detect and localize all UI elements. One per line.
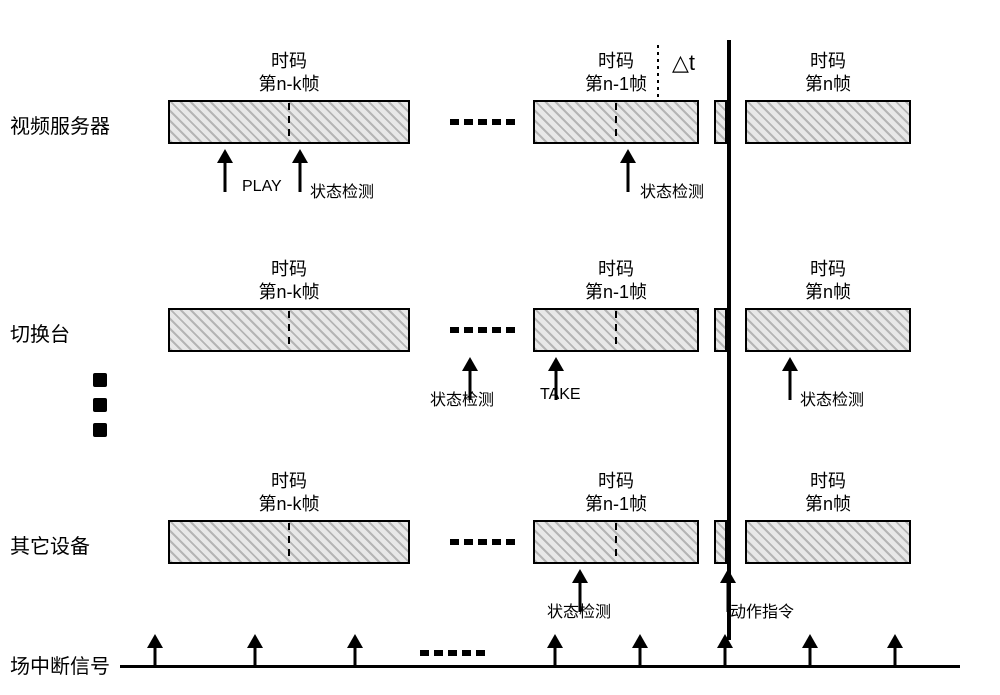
frame-label: 时码第n-k帧 bbox=[229, 258, 349, 305]
axis-tick-arrow bbox=[343, 634, 367, 666]
event-arrow bbox=[288, 149, 312, 193]
frame-label: 时码第n-1帧 bbox=[556, 470, 676, 517]
row-label: 视频服务器 bbox=[10, 110, 110, 139]
ellipsis-dot bbox=[93, 398, 107, 412]
frame-label: 时码第n-k帧 bbox=[229, 470, 349, 517]
frame-band bbox=[745, 308, 911, 352]
event-label: 动作指令 bbox=[730, 598, 794, 622]
row-label: 其它设备 bbox=[10, 530, 90, 559]
event-label: 状态检测 bbox=[800, 386, 864, 410]
axis-tick-arrow bbox=[143, 634, 167, 666]
frame-band-sliver bbox=[714, 100, 727, 144]
axis-tick-arrow bbox=[243, 634, 267, 666]
event-label: 状态检测 bbox=[430, 386, 494, 410]
axis-tick-arrow bbox=[798, 634, 822, 666]
frame-label: 时码第n帧 bbox=[768, 258, 888, 305]
frame-label: 时码第n-1帧 bbox=[556, 258, 676, 305]
event-label: TAKE bbox=[540, 386, 581, 404]
axis-label: 场中断信号 bbox=[10, 650, 110, 679]
frame-band-sliver bbox=[714, 308, 727, 352]
event-label: 状态检测 bbox=[640, 178, 704, 202]
event-label: PLAY bbox=[242, 178, 282, 196]
frame-band-sliver bbox=[714, 520, 727, 564]
frame-band bbox=[745, 520, 911, 564]
ellipsis-dot bbox=[93, 373, 107, 387]
event-label: 状态检测 bbox=[547, 598, 611, 622]
axis-tick-arrow bbox=[713, 634, 737, 666]
axis-tick-arrow bbox=[628, 634, 652, 666]
frame-band bbox=[745, 100, 911, 144]
event-arrow bbox=[616, 149, 640, 193]
frame-label: 时码第n帧 bbox=[768, 50, 888, 97]
event-arrow bbox=[213, 149, 237, 193]
axis-tick-arrow bbox=[883, 634, 907, 666]
diagram-canvas: 视频服务器切换台其它设备时码第n-k帧时码第n-1帧时码第n帧时码第n-k帧时码… bbox=[0, 0, 1000, 695]
event-arrow bbox=[778, 357, 802, 401]
event-label: 状态检测 bbox=[310, 178, 374, 202]
axis-tick-arrow bbox=[543, 634, 567, 666]
delta-t-label: △t bbox=[672, 50, 695, 76]
row-label: 切换台 bbox=[10, 318, 70, 347]
frame-label: 时码第n-k帧 bbox=[229, 50, 349, 97]
frame-label: 时码第n帧 bbox=[768, 470, 888, 517]
ellipsis-dot bbox=[93, 423, 107, 437]
